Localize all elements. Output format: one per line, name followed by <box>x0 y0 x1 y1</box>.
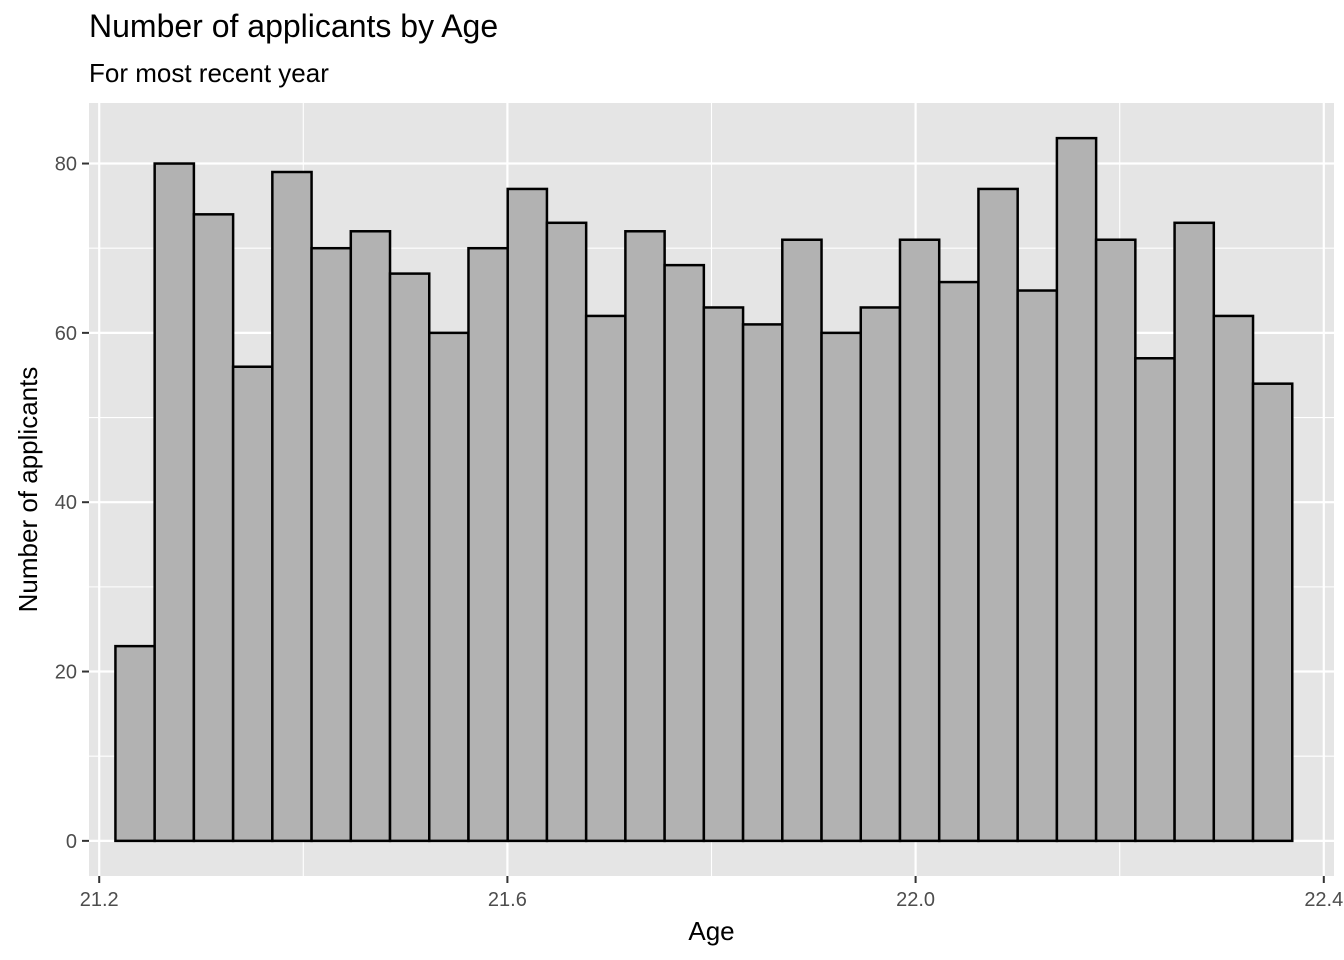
y-axis-title: Number of applicants <box>13 367 43 613</box>
histogram-bar <box>702 306 745 843</box>
histogram-bar <box>977 187 1019 843</box>
x-tick-label: 21.2 <box>80 889 119 911</box>
histogram-bar <box>584 314 627 843</box>
histogram-bar <box>781 238 823 843</box>
histogram-bar <box>310 246 353 843</box>
y-tick-label: 0 <box>66 831 77 853</box>
x-axis-title: Age <box>688 916 734 946</box>
y-tick-label: 60 <box>55 323 77 345</box>
histogram-bar <box>1134 357 1176 843</box>
histogram-bar <box>1094 238 1137 843</box>
histogram-bar <box>231 365 274 843</box>
histogram-bar <box>1173 221 1216 843</box>
x-tick-label: 22.0 <box>896 889 935 911</box>
histogram-bar <box>467 246 509 843</box>
histogram-bar <box>153 162 196 843</box>
histogram-bar <box>937 280 980 843</box>
histogram-bar <box>741 323 784 843</box>
x-tick-label: 21.6 <box>488 889 527 911</box>
histogram-bar <box>898 238 941 843</box>
histogram-bar <box>1016 289 1059 843</box>
histogram-bar <box>545 221 588 843</box>
chart-title: Number of applicants by Age <box>89 8 499 44</box>
histogram-bar <box>192 213 235 843</box>
tick-labels: 21.2 21.6 22.0 22.4 0 20 40 60 80 <box>55 154 1344 911</box>
histogram-bar <box>663 263 706 843</box>
y-tick-label: 20 <box>55 662 77 684</box>
histogram-bar <box>1212 314 1255 843</box>
histogram-bar <box>349 230 392 843</box>
y-tick-label: 40 <box>55 492 77 514</box>
bars <box>114 136 1294 843</box>
histogram-bar <box>1055 136 1098 843</box>
histogram-bar <box>506 187 549 843</box>
x-tick-label: 22.4 <box>1304 889 1343 911</box>
histogram-bar <box>820 331 863 843</box>
axis-ticks <box>82 162 1325 883</box>
histogram-bar <box>859 306 902 843</box>
histogram-bar <box>1251 382 1294 843</box>
histogram-bar <box>388 272 431 843</box>
histogram-bar <box>271 170 313 843</box>
histogram-bar <box>428 331 470 843</box>
histogram-bar <box>624 230 666 843</box>
chart-subtitle: For most recent year <box>89 58 329 88</box>
histogram-bar <box>114 644 156 843</box>
y-tick-label: 80 <box>55 154 77 176</box>
